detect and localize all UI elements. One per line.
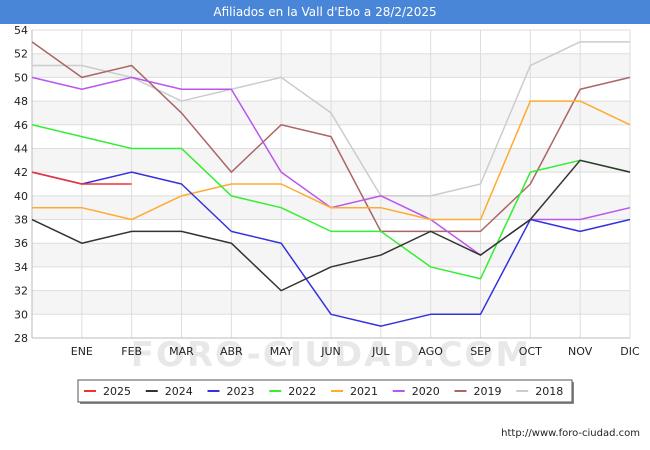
y-tick-label: 28	[14, 332, 28, 345]
y-tick-label: 34	[14, 261, 28, 274]
x-tick-label: SEP	[470, 345, 491, 358]
x-tick-label: JUN	[320, 345, 341, 358]
y-tick-label: 38	[14, 214, 28, 227]
legend-label-2023: 2023	[227, 385, 255, 398]
y-tick-label: 54	[14, 24, 28, 37]
y-tick-label: 42	[14, 166, 28, 179]
legend-label-2024: 2024	[165, 385, 193, 398]
x-tick-label: ABR	[220, 345, 243, 358]
series-line-2021	[32, 100, 631, 221]
legend-box	[77, 379, 573, 403]
y-tick-label: 46	[14, 119, 28, 132]
y-tick-label: 36	[14, 237, 28, 250]
series-line-2025	[31, 171, 132, 185]
x-tick-label: ENE	[71, 345, 93, 358]
x-tick-label: AGO	[418, 345, 443, 358]
x-tick-label: JUL	[371, 345, 390, 358]
legend-label-2021: 2021	[350, 385, 378, 398]
source-url: http://www.foro-ciudad.com	[501, 428, 640, 439]
x-axis-ticks: ENE FEB MAR ABR MAY JUN JUL AGO SEP OCT NOV DIC	[71, 345, 640, 358]
y-tick-label: 40	[14, 190, 28, 203]
series-line-2019	[31, 41, 631, 233]
series-lines	[31, 41, 631, 327]
watermark: FORO-CIUDAD.COM	[131, 335, 532, 375]
x-tick-label: NOV	[568, 345, 593, 358]
y-tick-label: 32	[14, 285, 28, 298]
x-tick-label: MAY	[270, 345, 293, 358]
legend-label-2018: 2018	[535, 385, 563, 398]
x-tick-label: MAR	[169, 345, 194, 358]
legend: 2025 2024 2023 2022 2021 2020 2019 2018	[77, 379, 574, 404]
x-tick-label: OCT	[519, 345, 542, 358]
series-line-2024	[31, 159, 631, 292]
legend-label-2022: 2022	[288, 385, 316, 398]
legend-label-2025: 2025	[103, 385, 131, 398]
y-tick-label: 44	[14, 142, 28, 155]
y-tick-label: 52	[14, 48, 28, 61]
x-tick-label: DIC	[620, 345, 640, 358]
y-tick-label: 50	[14, 71, 28, 84]
y-tick-label: 48	[14, 95, 28, 108]
legend-label-2020: 2020	[412, 385, 440, 398]
y-tick-label: 30	[14, 308, 28, 321]
x-tick-label: FEB	[121, 345, 142, 358]
series-line-2022	[31, 124, 631, 280]
chart-title: Afiliados en la Vall d'Ebo a 28/2/2025	[0, 0, 650, 24]
legend-label-2019: 2019	[474, 385, 502, 398]
y-axis-ticks: 28 30 32 34 36 38 40 42 44 46 48 50 52 54	[14, 24, 28, 345]
